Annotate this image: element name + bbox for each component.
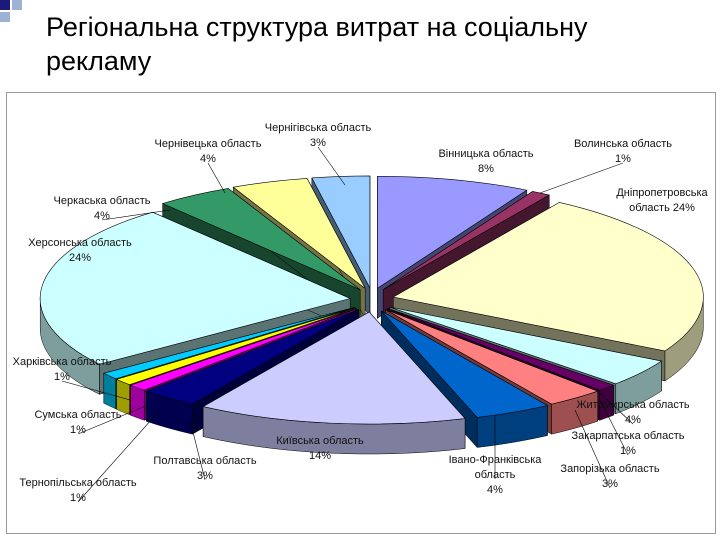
slice-percent-label: 3% [310, 137, 326, 149]
data-label-харківська-область: Харківська область 1% [13, 356, 131, 401]
slice-percent-label: 24% [69, 252, 91, 264]
slice-percent-label: 4% [200, 153, 216, 165]
slice-percent-label: 1% [615, 153, 631, 165]
data-label-київська-область: Київська область 14% [276, 435, 364, 462]
slice-percent-label: 1% [70, 492, 86, 504]
data-label-тернопільська-область: Тернопільська область 1% [19, 409, 161, 504]
slice-name-label: Чернігівська область [265, 122, 372, 134]
data-label-черкаська-область: Черкаська область 4% [54, 195, 171, 222]
slice-name-label: Волинська область [574, 138, 672, 150]
title-bullet-decoration [0, 0, 36, 36]
slice-percent-label: 8% [478, 163, 494, 175]
slice-name-label: Дніпропетровська [616, 187, 708, 199]
leader-line [539, 162, 624, 194]
data-label-полтавська-область: Полтавська область 3% [153, 419, 257, 482]
data-label-сумська-область: Сумська область 1% [34, 404, 149, 436]
leader-line [61, 380, 131, 401]
slice-percent-label: 1% [70, 424, 86, 436]
slice-percent-label: 4% [487, 484, 503, 496]
slide-title: Регіональна структура витрат на соціальн… [46, 12, 588, 76]
slice-name-label: Чернівецька область [155, 138, 262, 150]
data-label-житомирська-область: Житомирська область 4% [576, 392, 690, 426]
leader-line [317, 146, 346, 186]
slice-percent-label: 4% [94, 210, 110, 222]
data-label-волинська-область: Волинська область 1% [539, 138, 672, 194]
leader-line [101, 209, 171, 221]
slice-name-label: Тернопільська область [19, 477, 137, 489]
slice-name-label: Житомирська область [576, 399, 690, 411]
slice-percent-label: 4% [625, 414, 641, 426]
slice-percent-label: 3% [197, 470, 213, 482]
slice-percent-label: 1% [620, 445, 636, 457]
leader-line [574, 409, 611, 489]
slice-percent-label: 3% [602, 478, 618, 490]
data-label-херсонська-область: Херсонська область 24% [28, 237, 132, 264]
slice-percent-label: 14% [309, 450, 331, 462]
slice-name-label: Харківська область [13, 356, 112, 368]
data-label-закарпатська-область: Закарпатська область 1% [572, 399, 685, 457]
slice-name-label: Вінницька область [438, 148, 533, 160]
slice-name-label: Івано-Франківська [449, 454, 543, 466]
leader-line [599, 392, 634, 425]
data-label-чернівецька-область: Чернівецька область 4% [155, 138, 262, 194]
slice-name-label: Київська область [276, 435, 364, 447]
leader-line [77, 404, 149, 435]
leader-line [189, 419, 206, 481]
leader-line [77, 409, 161, 503]
leader-line [207, 162, 226, 194]
slice-name-label: Запорізька область [560, 463, 659, 475]
slice-name-label: Сумська область [34, 409, 121, 421]
data-label-чернігівська-область: Чернігівська область 3% [265, 122, 372, 186]
slice-name-label: Херсонська область [28, 237, 132, 249]
data-label-запорізька-область: Запорізька область 3% [560, 409, 660, 490]
pie-slice-київська-область [202, 311, 466, 455]
slice-name-label: Черкаська область [54, 195, 151, 207]
data-label-дніпропетровська-область: Дніпропетровська область 24% [616, 187, 708, 214]
slice-name-label: область [475, 469, 516, 481]
leader-line [599, 399, 629, 456]
slice-name-label: Закарпатська область [572, 430, 685, 442]
slice-name-label: Полтавська область [153, 455, 256, 467]
data-label-івано-франківська-область: Івано-Франківська область 4% [449, 415, 543, 496]
slice-percent-label: 1% [54, 371, 70, 383]
data-label-вінницька-область: Вінницька область 8% [438, 148, 533, 175]
slice-percent-label: область 24% [629, 202, 695, 214]
